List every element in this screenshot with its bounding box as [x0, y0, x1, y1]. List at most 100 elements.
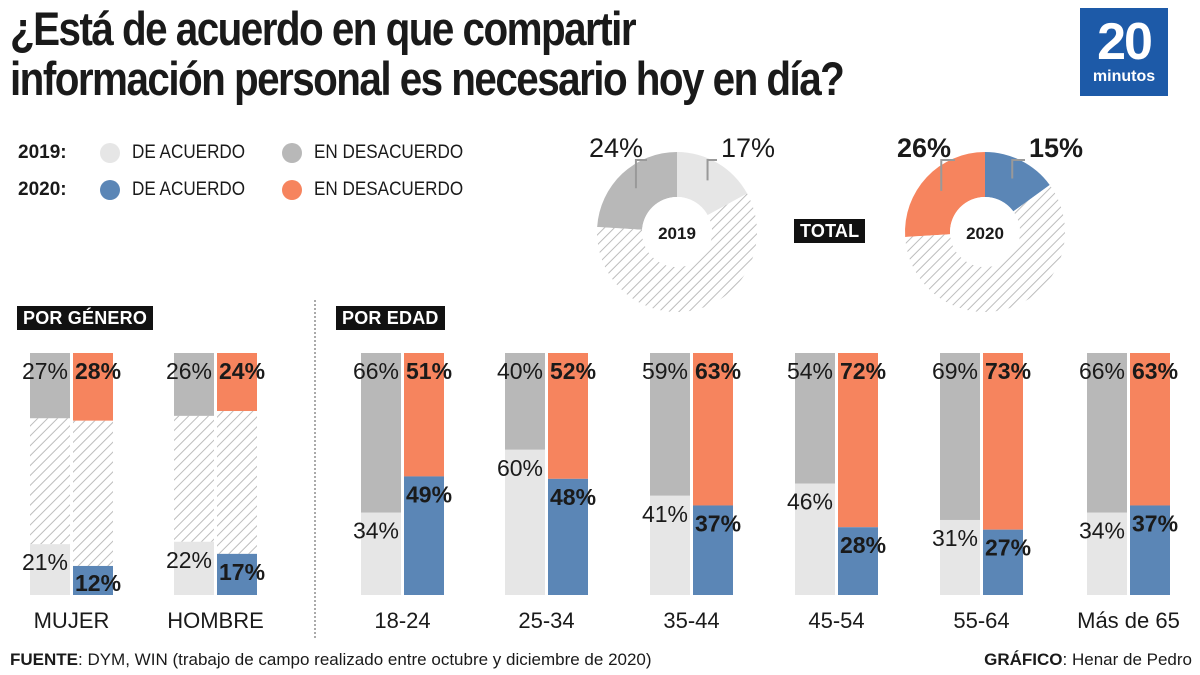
chart-title-line-2: información personal es necesario hoy en… — [10, 52, 845, 105]
donut-2019-disagree-leader — [634, 159, 647, 189]
bar-hombre-2020-neutral — [217, 411, 257, 554]
footer-source: FUENTE: DYM, WIN (trabajo de campo reali… — [10, 650, 652, 670]
donut-2020-agree-label: 15% — [1029, 133, 1083, 163]
donut-2019-center — [642, 197, 712, 267]
donut-2020-year-label: 2020 — [966, 224, 1004, 243]
label-35-44-2019-disagree: 59% — [642, 358, 688, 384]
bar-25-34-2019-agree — [505, 449, 545, 595]
bar-hombre-2020-agree — [217, 553, 257, 595]
donut-2019-agree-label: 17% — [721, 133, 775, 163]
bar-m-s-de-65-2019-agree — [1087, 512, 1127, 595]
category-label-25-34: 25-34 — [518, 608, 574, 633]
category-label-55-64: 55-64 — [953, 608, 1009, 633]
section-divider — [314, 300, 316, 638]
label-55-64-2020-agree: 27% — [985, 535, 1031, 561]
legend-label: DE ACUERDO — [132, 179, 246, 200]
category-label-hombre: HOMBRE — [167, 608, 264, 633]
bar-45-54-2019-agree — [795, 483, 835, 595]
donut-2020-neutral-slice — [905, 184, 1065, 313]
bar-mujer-2020-disagree — [73, 353, 113, 421]
bar-mujer-2020-neutral — [73, 420, 113, 566]
label-18-24-2019-agree: 34% — [353, 518, 399, 544]
label-45-54-2020-disagree: 72% — [840, 358, 886, 384]
category-label-mujer: MUJER — [34, 608, 110, 633]
label-m-s-de-65-2020-disagree: 63% — [1132, 358, 1178, 384]
legend-year: 2020: — [18, 179, 67, 200]
donut-2019-neutral-slice — [596, 193, 757, 312]
label-25-34-2020-disagree: 52% — [550, 358, 596, 384]
label-mujer-2019-disagree: 27% — [22, 358, 68, 384]
donut-2020-agree-leader — [1011, 159, 1025, 179]
label-35-44-2020-disagree: 63% — [695, 358, 741, 384]
label-45-54-2019-disagree: 54% — [787, 358, 833, 384]
footer-credit: GRÁFICO: Henar de Pedro — [984, 650, 1192, 670]
donut-2019-agree-leader — [706, 159, 717, 181]
bar-35-44-2020-disagree — [693, 353, 733, 506]
footer-credit-text: : Henar de Pedro — [1062, 650, 1192, 669]
bar-hombre-2019-disagree — [174, 353, 214, 416]
bar-35-44-2019-disagree — [650, 353, 690, 496]
bar-mujer-2019-neutral — [30, 418, 70, 545]
label-m-s-de-65-2019-disagree: 66% — [1079, 358, 1125, 384]
bar-18-24-2019-disagree — [361, 353, 401, 513]
label-55-64-2019-disagree: 69% — [932, 358, 978, 384]
footer-source-text: : DYM, WIN (trabajo de campo realizado e… — [78, 650, 652, 669]
label-hombre-2019-agree: 22% — [166, 547, 212, 573]
category-label-35-44: 35-44 — [663, 608, 719, 633]
label-hombre-2020-agree: 17% — [219, 559, 265, 585]
label-45-54-2019-agree: 46% — [787, 489, 833, 515]
donut-2020-disagree-leader — [940, 159, 955, 191]
legend-swatch-agree-2020 — [100, 180, 120, 200]
category-label-18-24: 18-24 — [374, 608, 430, 633]
donut-2020-disagree-label: 26% — [897, 133, 951, 163]
legend-row-2020: 2020: DE ACUERDO EN DESACUERDO — [18, 178, 479, 202]
bar-18-24-2020-agree — [404, 476, 444, 595]
bar-45-54-2020-agree — [838, 527, 878, 595]
bar-25-34-2020-disagree — [548, 353, 588, 479]
label-55-64-2020-disagree: 73% — [985, 358, 1031, 384]
bar-m-s-de-65-2020-disagree — [1130, 353, 1170, 506]
legend-label: DE ACUERDO — [132, 142, 246, 163]
donut-2020-disagree-slice — [904, 152, 985, 238]
bar-55-64-2019-agree — [940, 519, 980, 595]
label-35-44-2019-agree: 41% — [642, 501, 688, 527]
bar-hombre-2020-disagree — [217, 353, 257, 412]
label-18-24-2020-agree: 49% — [406, 481, 452, 507]
bar-18-24-2019-agree — [361, 512, 401, 595]
donut-2019-disagree-label: 24% — [589, 133, 643, 163]
donut-2019-disagree-slice — [597, 152, 677, 230]
legend-row-2019: 2019: DE ACUERDO EN DESACUERDO — [18, 141, 479, 165]
label-m-s-de-65-2020-agree: 37% — [1132, 510, 1178, 536]
label-m-s-de-65-2019-agree: 34% — [1079, 518, 1125, 544]
label-25-34-2020-agree: 48% — [550, 484, 596, 510]
bar-25-34-2020-agree — [548, 478, 588, 595]
bar-55-64-2020-agree — [983, 529, 1023, 595]
footer-source-label: FUENTE — [10, 650, 78, 669]
brand-logo-number: 20 — [1097, 13, 1153, 71]
legend-year: 2019: — [18, 142, 67, 163]
bar-m-s-de-65-2020-agree — [1130, 505, 1170, 595]
chart-title-line-1: ¿Está de acuerdo en que compartir — [10, 2, 637, 55]
legend-swatch-disagree-2019 — [281, 143, 302, 163]
gender-section-tag: POR GÉNERO — [17, 306, 154, 330]
chart-title: ¿Está de acuerdo en que compartir inform… — [10, 2, 845, 105]
bar-35-44-2019-agree — [650, 495, 690, 595]
bar-mujer-2020-agree — [73, 565, 113, 595]
label-55-64-2019-agree: 31% — [932, 525, 978, 551]
bar-25-34-2019-disagree — [505, 353, 545, 450]
bar-hombre-2019-neutral — [174, 415, 214, 542]
legend-swatch-disagree-2020 — [281, 180, 302, 200]
label-mujer-2020-agree: 12% — [75, 570, 121, 596]
donut-2020-agree-slice — [985, 152, 1050, 212]
category-label-m-s-de-65: Más de 65 — [1077, 608, 1180, 633]
bar-55-64-2019-disagree — [940, 353, 980, 520]
legend-swatch-agree-2019 — [100, 143, 120, 163]
bar-45-54-2020-disagree — [838, 353, 878, 528]
bar-18-24-2020-disagree — [404, 353, 444, 477]
donut-2020-center — [950, 197, 1020, 267]
label-mujer-2020-disagree: 28% — [75, 358, 121, 384]
label-35-44-2020-agree: 37% — [695, 510, 741, 536]
label-hombre-2019-disagree: 26% — [166, 358, 212, 384]
brand-logo-word: minutos — [1092, 68, 1156, 85]
bar-mujer-2019-disagree — [30, 353, 70, 419]
